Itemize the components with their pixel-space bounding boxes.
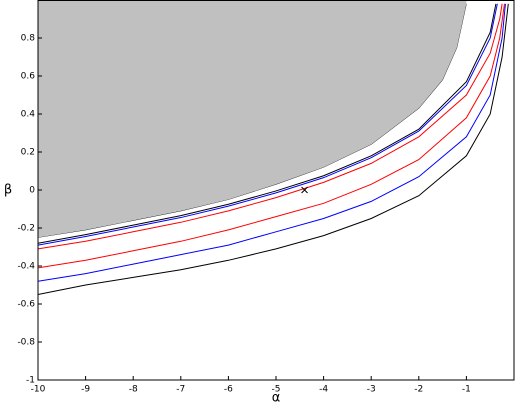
x-tick-label: -3 xyxy=(367,385,376,395)
x-tick-label: -5 xyxy=(272,385,281,395)
x-tick-label: -6 xyxy=(224,385,233,395)
y-tick-label: -0.6 xyxy=(17,300,35,310)
y-tick-label: 0.8 xyxy=(21,34,36,44)
x-tick-label: -2 xyxy=(414,385,423,395)
x-tick-label: -7 xyxy=(176,385,185,395)
contour-line xyxy=(37,3,506,282)
contour-line xyxy=(37,3,505,269)
y-tick-label: -0.4 xyxy=(17,262,35,272)
x-tick-label: -8 xyxy=(129,385,138,395)
y-tick-label: -0.2 xyxy=(17,224,35,234)
y-tick-label: 0.2 xyxy=(21,148,35,158)
y-axis-label: β xyxy=(4,183,12,198)
contour-line xyxy=(37,3,497,244)
contour-line xyxy=(37,3,498,246)
y-tick-label: 0.6 xyxy=(21,72,36,82)
contour-line xyxy=(37,3,503,250)
y-tick-label: -0.8 xyxy=(17,338,35,348)
contour-line xyxy=(37,3,509,295)
x-tick-label: -10 xyxy=(31,385,46,395)
y-tick-label: 0 xyxy=(29,186,35,196)
x-tick-label: -1 xyxy=(462,385,471,395)
x-tick-label: -4 xyxy=(319,385,328,395)
x-axis-label: α xyxy=(272,391,281,405)
region-fill xyxy=(38,0,467,238)
estimate-marker xyxy=(301,186,308,194)
x-tick-label: -9 xyxy=(81,385,90,395)
y-tick-label: -1 xyxy=(26,376,35,386)
y-tick-label: 0.4 xyxy=(21,110,36,120)
